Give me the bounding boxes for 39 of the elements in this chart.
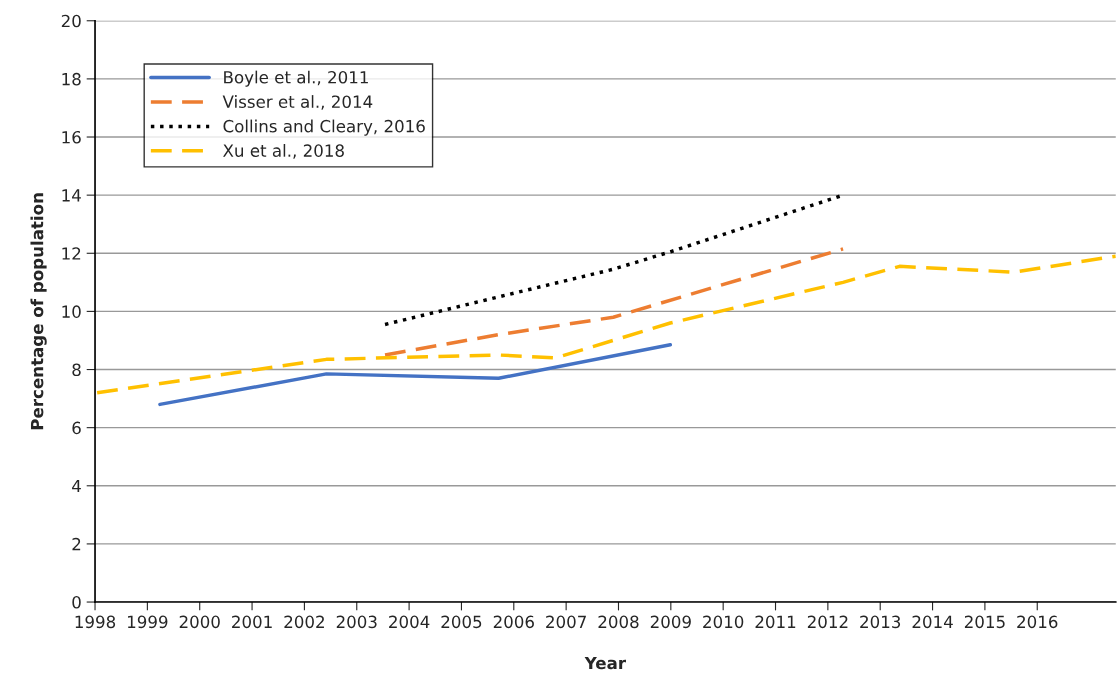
x-tick-label: 2011 [755,615,796,629]
line-series [383,247,845,357]
y-tick-label: 18 [62,72,81,86]
legend-label: Xu et al., 2018 [223,144,344,159]
y-tick-label: 4 [72,479,81,493]
legend-label: Visser et al., 2014 [222,95,373,110]
x-tick-label: 2000 [179,615,220,629]
x-tick-label: 2015 [964,615,1005,629]
x-tick-label: 2013 [860,615,901,629]
legend-label: Collins and Cleary, 2016 [223,119,425,136]
y-tick-label: 14 [62,189,81,202]
x-tick-label: 2009 [650,615,691,629]
y-tick-label: 12 [62,247,81,260]
y-tick-label: 20 [61,14,81,28]
y-tick-label: 0 [72,596,81,609]
x-tick-label: 1998 [75,615,116,629]
x-tick-label: 2014 [912,615,953,629]
x-tick-label: 2010 [703,615,744,629]
x-tick-label: 2012 [807,615,848,629]
line-series [95,254,1116,395]
x-tick-label: 2016 [1017,615,1058,629]
x-tick-label: 2001 [232,615,272,629]
y-tick-label: 10 [62,305,81,318]
x-tick-label: 2005 [441,615,482,629]
x-tick-label: 1999 [128,615,168,629]
y-axis-title: Percentage of population [30,193,47,430]
y-tick-label: 2 [72,537,81,551]
x-tick-label: 2002 [284,615,324,629]
y-tick-label: 8 [72,363,81,377]
x-tick-label: 2003 [336,615,377,629]
x-tick-label: 2006 [493,615,534,629]
x-axis-title: Year [584,656,627,670]
legend-label: Boyle et al., 2011 [224,70,368,87]
x-tick-label: 2007 [546,615,586,629]
line-series [158,343,673,407]
x-tick-label: 2008 [598,615,639,629]
y-tick-label: 16 [62,130,81,144]
x-tick-label: 2004 [389,615,430,629]
y-tick-label: 6 [72,421,81,435]
